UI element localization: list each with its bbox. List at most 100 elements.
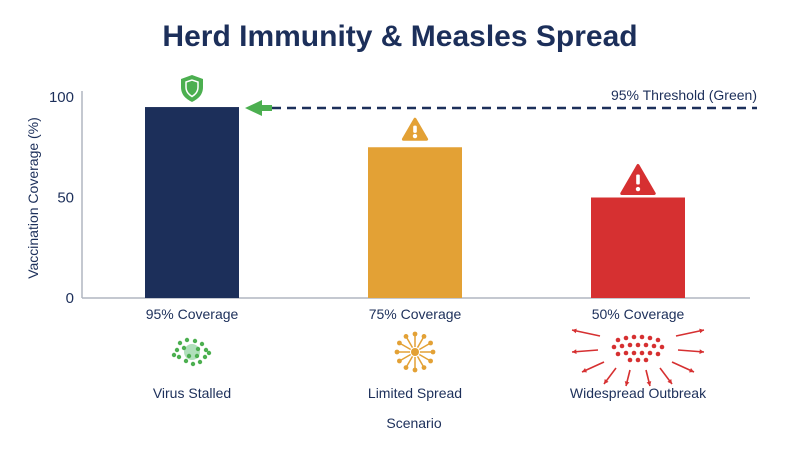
- particle: [627, 357, 633, 363]
- warning-dot: [635, 186, 641, 192]
- particle: [183, 358, 189, 364]
- spread-line: [400, 343, 412, 351]
- particle: [195, 346, 201, 352]
- particle: [421, 334, 427, 339]
- particle: [635, 357, 641, 363]
- threshold-arrow-icon: [245, 100, 272, 117]
- particle: [186, 353, 192, 359]
- warning-icon: [401, 117, 429, 141]
- shield-shape: [181, 75, 203, 103]
- particle: [631, 334, 637, 340]
- spread-line: [418, 353, 430, 361]
- arrow-head-icon: [572, 349, 577, 355]
- particle: [623, 335, 629, 341]
- particle: [412, 331, 418, 337]
- radiating-particles-icon: [394, 331, 436, 373]
- x-axis-label: Scenario: [386, 415, 441, 431]
- spread-line: [416, 355, 424, 367]
- outcome-label: Widespread Outbreak: [570, 385, 707, 401]
- outcome-label: Limited Spread: [368, 385, 462, 401]
- particle: [397, 340, 402, 346]
- particle: [651, 343, 657, 349]
- particle: [619, 343, 625, 349]
- particle: [184, 337, 190, 343]
- particle: [655, 351, 661, 357]
- particle: [203, 347, 209, 353]
- y-tick-label: 50: [57, 190, 74, 207]
- arrow-head-icon: [646, 381, 652, 386]
- warning-bar: [413, 125, 417, 133]
- particle: [403, 334, 409, 339]
- bar: [145, 107, 239, 298]
- arrow-head-icon: [572, 328, 577, 334]
- particle: [177, 340, 183, 346]
- spread-line: [406, 355, 414, 367]
- shield-inner: [185, 79, 199, 98]
- bar: [591, 197, 685, 298]
- particle: [623, 350, 629, 356]
- particle: [627, 342, 633, 348]
- arrow-head-icon: [604, 379, 609, 384]
- y-tick-label: 100: [49, 89, 74, 106]
- particle: [430, 349, 436, 355]
- particle: [176, 354, 182, 360]
- warning-dot: [412, 133, 418, 139]
- clustered-particles-icon: [171, 337, 212, 367]
- particle: [635, 342, 641, 348]
- particle: [190, 361, 196, 367]
- threshold-line-group: 95% Threshold (Green): [245, 87, 757, 117]
- particle: [631, 350, 637, 356]
- spread-line: [406, 337, 414, 349]
- particle: [643, 342, 649, 348]
- warning-icon: [620, 164, 656, 195]
- particle: [403, 365, 409, 370]
- arrow-head-icon: [699, 328, 704, 334]
- particle: [397, 358, 402, 364]
- particle: [174, 347, 180, 353]
- particle: [171, 352, 177, 358]
- warning-bar: [636, 174, 640, 185]
- shield-icon: [181, 75, 203, 103]
- arrow-head-icon: [624, 381, 630, 386]
- particle: [206, 350, 212, 356]
- y-axis-label: Vaccination Coverage (%): [25, 117, 41, 279]
- arrow-head-icon: [582, 368, 587, 373]
- particle: [181, 345, 187, 351]
- outbreak-arrows-icon: [571, 328, 705, 387]
- y-axis: 0 50 100: [49, 89, 83, 307]
- category-labels: 95% Coverage 75% Coverage 50% Coverage: [146, 306, 685, 322]
- particle: [202, 354, 208, 360]
- particle: [421, 365, 427, 370]
- particle: [199, 341, 205, 347]
- particle: [428, 358, 433, 364]
- particle: [647, 335, 653, 341]
- spread-arrow-line: [571, 329, 601, 337]
- bars: [145, 107, 685, 298]
- bar: [368, 147, 462, 298]
- particle: [647, 350, 653, 356]
- chart-title: Herd Immunity & Measles Spread: [162, 20, 637, 53]
- spread-arrow-line: [675, 329, 705, 337]
- particle: [643, 357, 649, 363]
- particle: [615, 351, 621, 357]
- particle: [194, 353, 200, 359]
- particle: [611, 344, 617, 350]
- spread-line: [418, 343, 430, 351]
- particle: [192, 338, 198, 344]
- particle: [428, 340, 433, 346]
- y-tick-label: 0: [66, 290, 74, 307]
- spread-line: [400, 353, 412, 361]
- status-icons: [181, 75, 656, 195]
- particle: [197, 359, 203, 365]
- outcome-icons: [171, 328, 705, 387]
- particle: [659, 344, 665, 350]
- threshold-label: 95% Threshold (Green): [611, 87, 757, 103]
- particle: [639, 334, 645, 340]
- category-label: 75% Coverage: [369, 306, 462, 322]
- particle-center: [411, 348, 419, 356]
- particle: [639, 350, 645, 356]
- category-label: 95% Coverage: [146, 306, 239, 322]
- arrow-head-icon: [689, 368, 694, 373]
